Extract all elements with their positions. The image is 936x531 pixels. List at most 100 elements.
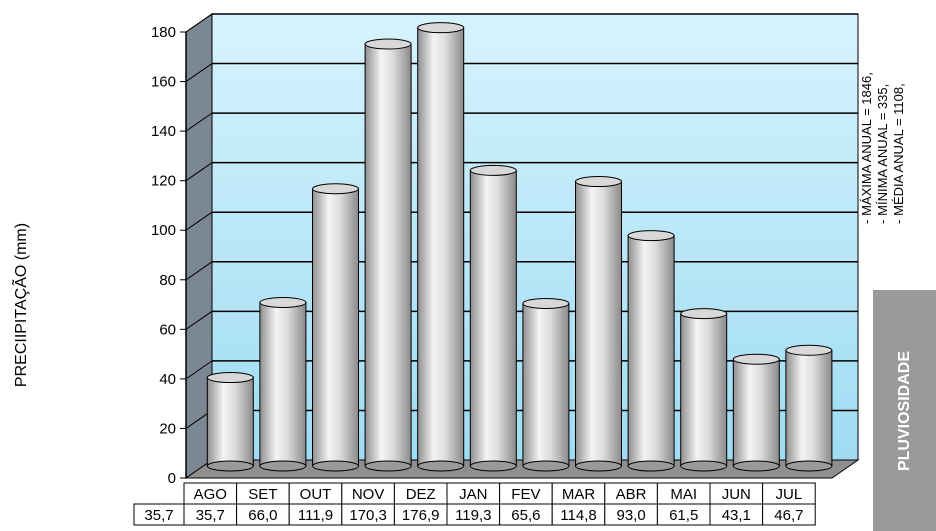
table-value-cell [762,503,816,526]
bar-top [364,38,412,50]
bars [206,22,833,472]
bar-base [259,460,307,472]
bar-top [417,22,465,34]
data-label: 114,8 [560,507,596,524]
badge-label: PLUVIOSIDADE [895,350,913,471]
bar-base [417,460,465,472]
data-label: 66,0 [248,507,277,524]
bar-body [469,169,517,467]
y-tick-label: 0 [168,470,176,487]
data-label: 170,3 [349,507,387,524]
bar-base [312,460,359,472]
y-axis-label: PRECIIPITAÇÃO (mm) [13,222,30,388]
bar-body [364,43,412,467]
y-tick-label: 100 [151,222,176,239]
gridline-side [185,310,213,330]
bar-body [206,377,254,467]
data-label: 65,6 [511,507,540,524]
x-tick-label: MAI [670,486,697,503]
x-tick-label: SET [248,486,277,503]
bar-top [575,176,622,188]
y-axis: 0 20 40 60 80 100 120 140 160 180 [151,24,187,487]
x-tick-label: OUT [300,486,332,503]
y-tick-label: 60 [159,321,176,338]
y-tick-label: 160 [151,74,176,91]
bar-body [680,313,728,467]
y-tick-label: 120 [151,173,176,190]
bar-base [627,460,675,472]
x-tick-label: AGO [194,486,227,503]
bar-base [575,460,622,472]
x-tick-label: JUN [722,486,751,503]
bar-top [785,344,833,356]
bar-top [469,164,517,176]
bar-base [732,460,780,472]
data-label: 61,5 [669,507,698,524]
gridline-side [185,63,213,82]
annual-stats: - MÁXIMA ANUAL = 1846, - MÍNIMA ANUAL = … [859,72,907,224]
bar-body [312,188,359,467]
stat-mean: - MÉDIA ANUAL = 1108, [891,83,906,224]
gridline-side [185,360,213,380]
bar-top [206,372,254,384]
bar-base [206,460,254,472]
x-tick-label: FEV [511,486,540,503]
table-first-cell: 35,7 [144,507,173,524]
stat-min: - MÍNIMA ANUAL = 335, [875,83,890,224]
data-label: 46,7 [774,507,803,524]
x-tick-label: NOV [352,486,385,503]
gridline-side [185,112,213,132]
data-table: 35,7 AGO 35,7 SET 66,0 OUT 111,9 NOV 170,3 DEZ 176… [133,482,816,526]
bar-fev [522,297,570,472]
y-tick-label: 80 [159,272,176,289]
gridline-side [185,261,213,281]
bar-out [312,183,359,472]
bar-top [522,297,570,309]
x-tick-label: JAN [459,486,487,503]
data-label: 35,7 [196,507,225,524]
bar-mar [575,176,622,472]
bar-top [680,308,728,320]
y-tick-label: 140 [151,123,176,140]
bar-top [312,183,359,195]
y-tick-label: 20 [159,420,176,437]
bar-ago [206,372,254,472]
data-label: 93,0 [616,507,645,524]
bar-base [522,460,570,472]
bar-dez [417,22,465,472]
gridline-side [185,162,213,182]
x-tick-label: JUL [776,486,803,503]
x-tick-label: DEZ [406,486,436,503]
data-label: 43,1 [722,507,751,524]
bar-top [259,296,307,308]
bar-body [575,181,622,467]
bar-nov [364,38,412,472]
gridline-side [185,211,213,231]
bar-top [627,230,675,242]
bar-body [785,349,833,467]
bar-base [469,460,517,472]
bar-body [417,27,465,467]
bar-top [732,353,780,365]
bar-base [364,460,412,472]
x-tick-label: MAR [562,486,596,503]
bar-body [732,358,780,467]
bar-set [259,296,307,472]
bar-jan [469,164,517,472]
stat-max: - MÁXIMA ANUAL = 1846, [859,72,874,224]
pluviosidade-badge: PLUVIOSIDADE [873,290,936,531]
x-tick-label: ABR [616,486,647,503]
gridline-side [185,13,213,33]
bar-body [522,302,570,467]
bar-jul [785,344,833,472]
bar-abr [627,230,675,472]
data-label: 111,9 [298,507,333,524]
bar-body [627,235,675,467]
bar-jun [732,353,780,472]
data-label: 176,9 [402,507,440,524]
y-tick-label: 180 [151,24,176,41]
bar-body [259,301,307,467]
bar-mai [680,308,728,472]
data-label: 119,3 [455,507,491,524]
